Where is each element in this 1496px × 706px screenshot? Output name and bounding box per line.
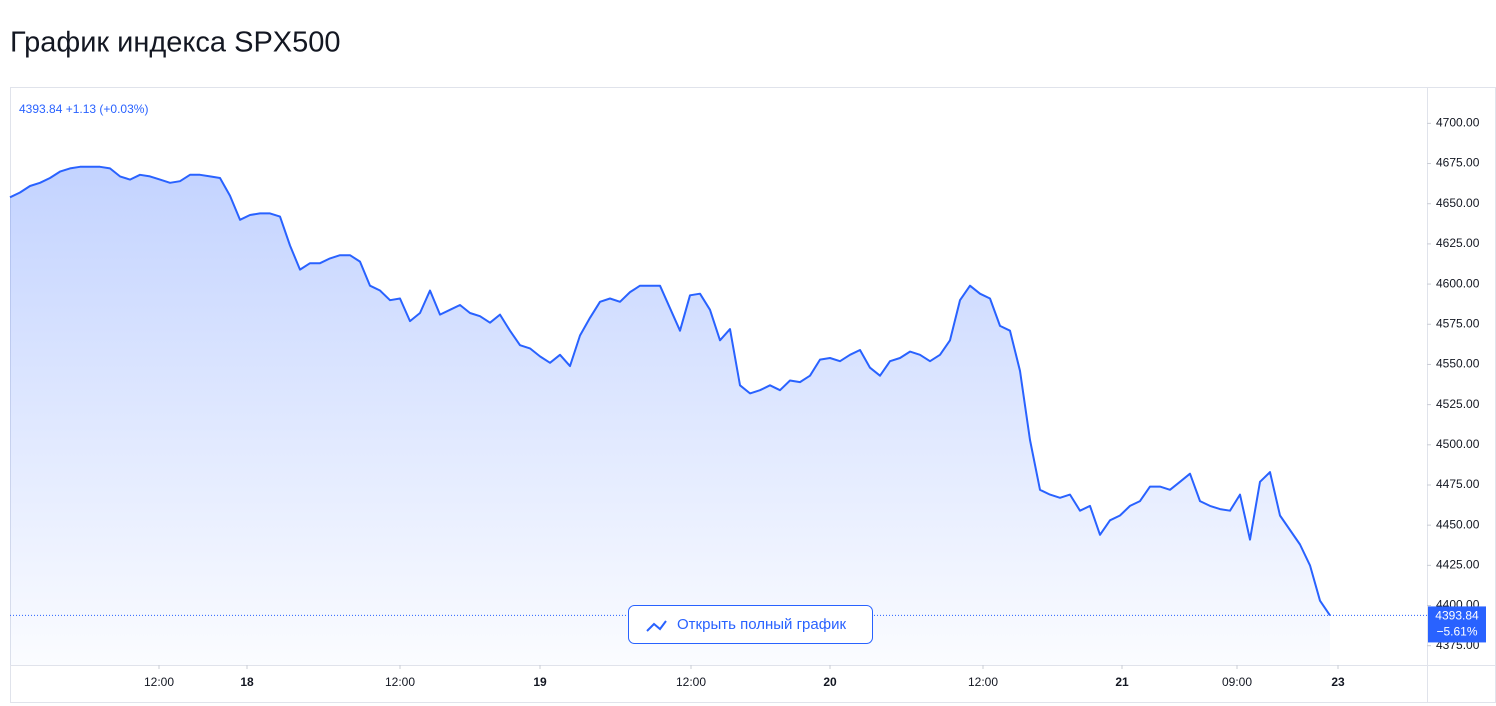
price-tag-change: −5.61% xyxy=(1436,625,1477,639)
y-tick-label: 4675.00 xyxy=(1436,156,1480,170)
y-tick-label: 4650.00 xyxy=(1436,196,1480,210)
x-tick-label: 12:00 xyxy=(676,675,706,689)
x-tick-label: 18 xyxy=(240,675,254,689)
chart-title: График индекса SPX500 xyxy=(10,27,341,59)
y-tick-label: 4575.00 xyxy=(1436,316,1480,330)
y-tick-label: 4525.00 xyxy=(1436,397,1480,411)
x-tick-label: 20 xyxy=(823,675,837,689)
open-button[interactable]: Открыть полный график xyxy=(628,605,873,644)
plot: 4375.004400.004425.004450.004475.004500.… xyxy=(9,116,1486,689)
y-tick-label: 4500.00 xyxy=(1436,437,1480,451)
x-tick-label: 23 xyxy=(1331,675,1345,689)
x-tick-label: 21 xyxy=(1115,675,1129,689)
y-tick-label: 4625.00 xyxy=(1436,236,1480,250)
x-tick-label: 09:00 xyxy=(1222,675,1252,689)
button-frame[interactable] xyxy=(628,605,873,644)
header-label: 4393.84 +1.13 (+0.03%) xyxy=(19,102,148,116)
y-tick-label: 4600.00 xyxy=(1436,276,1480,290)
x-tick-label: 12:00 xyxy=(144,675,174,689)
x-tick-label: 12:00 xyxy=(385,675,415,689)
x-tick-label: 19 xyxy=(533,675,547,689)
button-label[interactable]: Открыть полный график xyxy=(677,616,846,633)
y-tick-label: 4450.00 xyxy=(1436,517,1480,531)
price-line xyxy=(9,165,1331,616)
button-icon[interactable] xyxy=(646,620,667,632)
x-tick-label: 12:00 xyxy=(968,675,998,689)
y-tick-label: 4475.00 xyxy=(1436,477,1480,491)
y-tick-label: 4425.00 xyxy=(1436,558,1480,572)
area-fill xyxy=(10,166,1330,666)
y-tick-label: 4700.00 xyxy=(1436,116,1480,130)
price-tag xyxy=(1428,606,1486,643)
y-tick-label: 4550.00 xyxy=(1436,357,1480,371)
price-tag-value: 4393.84 xyxy=(1435,609,1479,623)
